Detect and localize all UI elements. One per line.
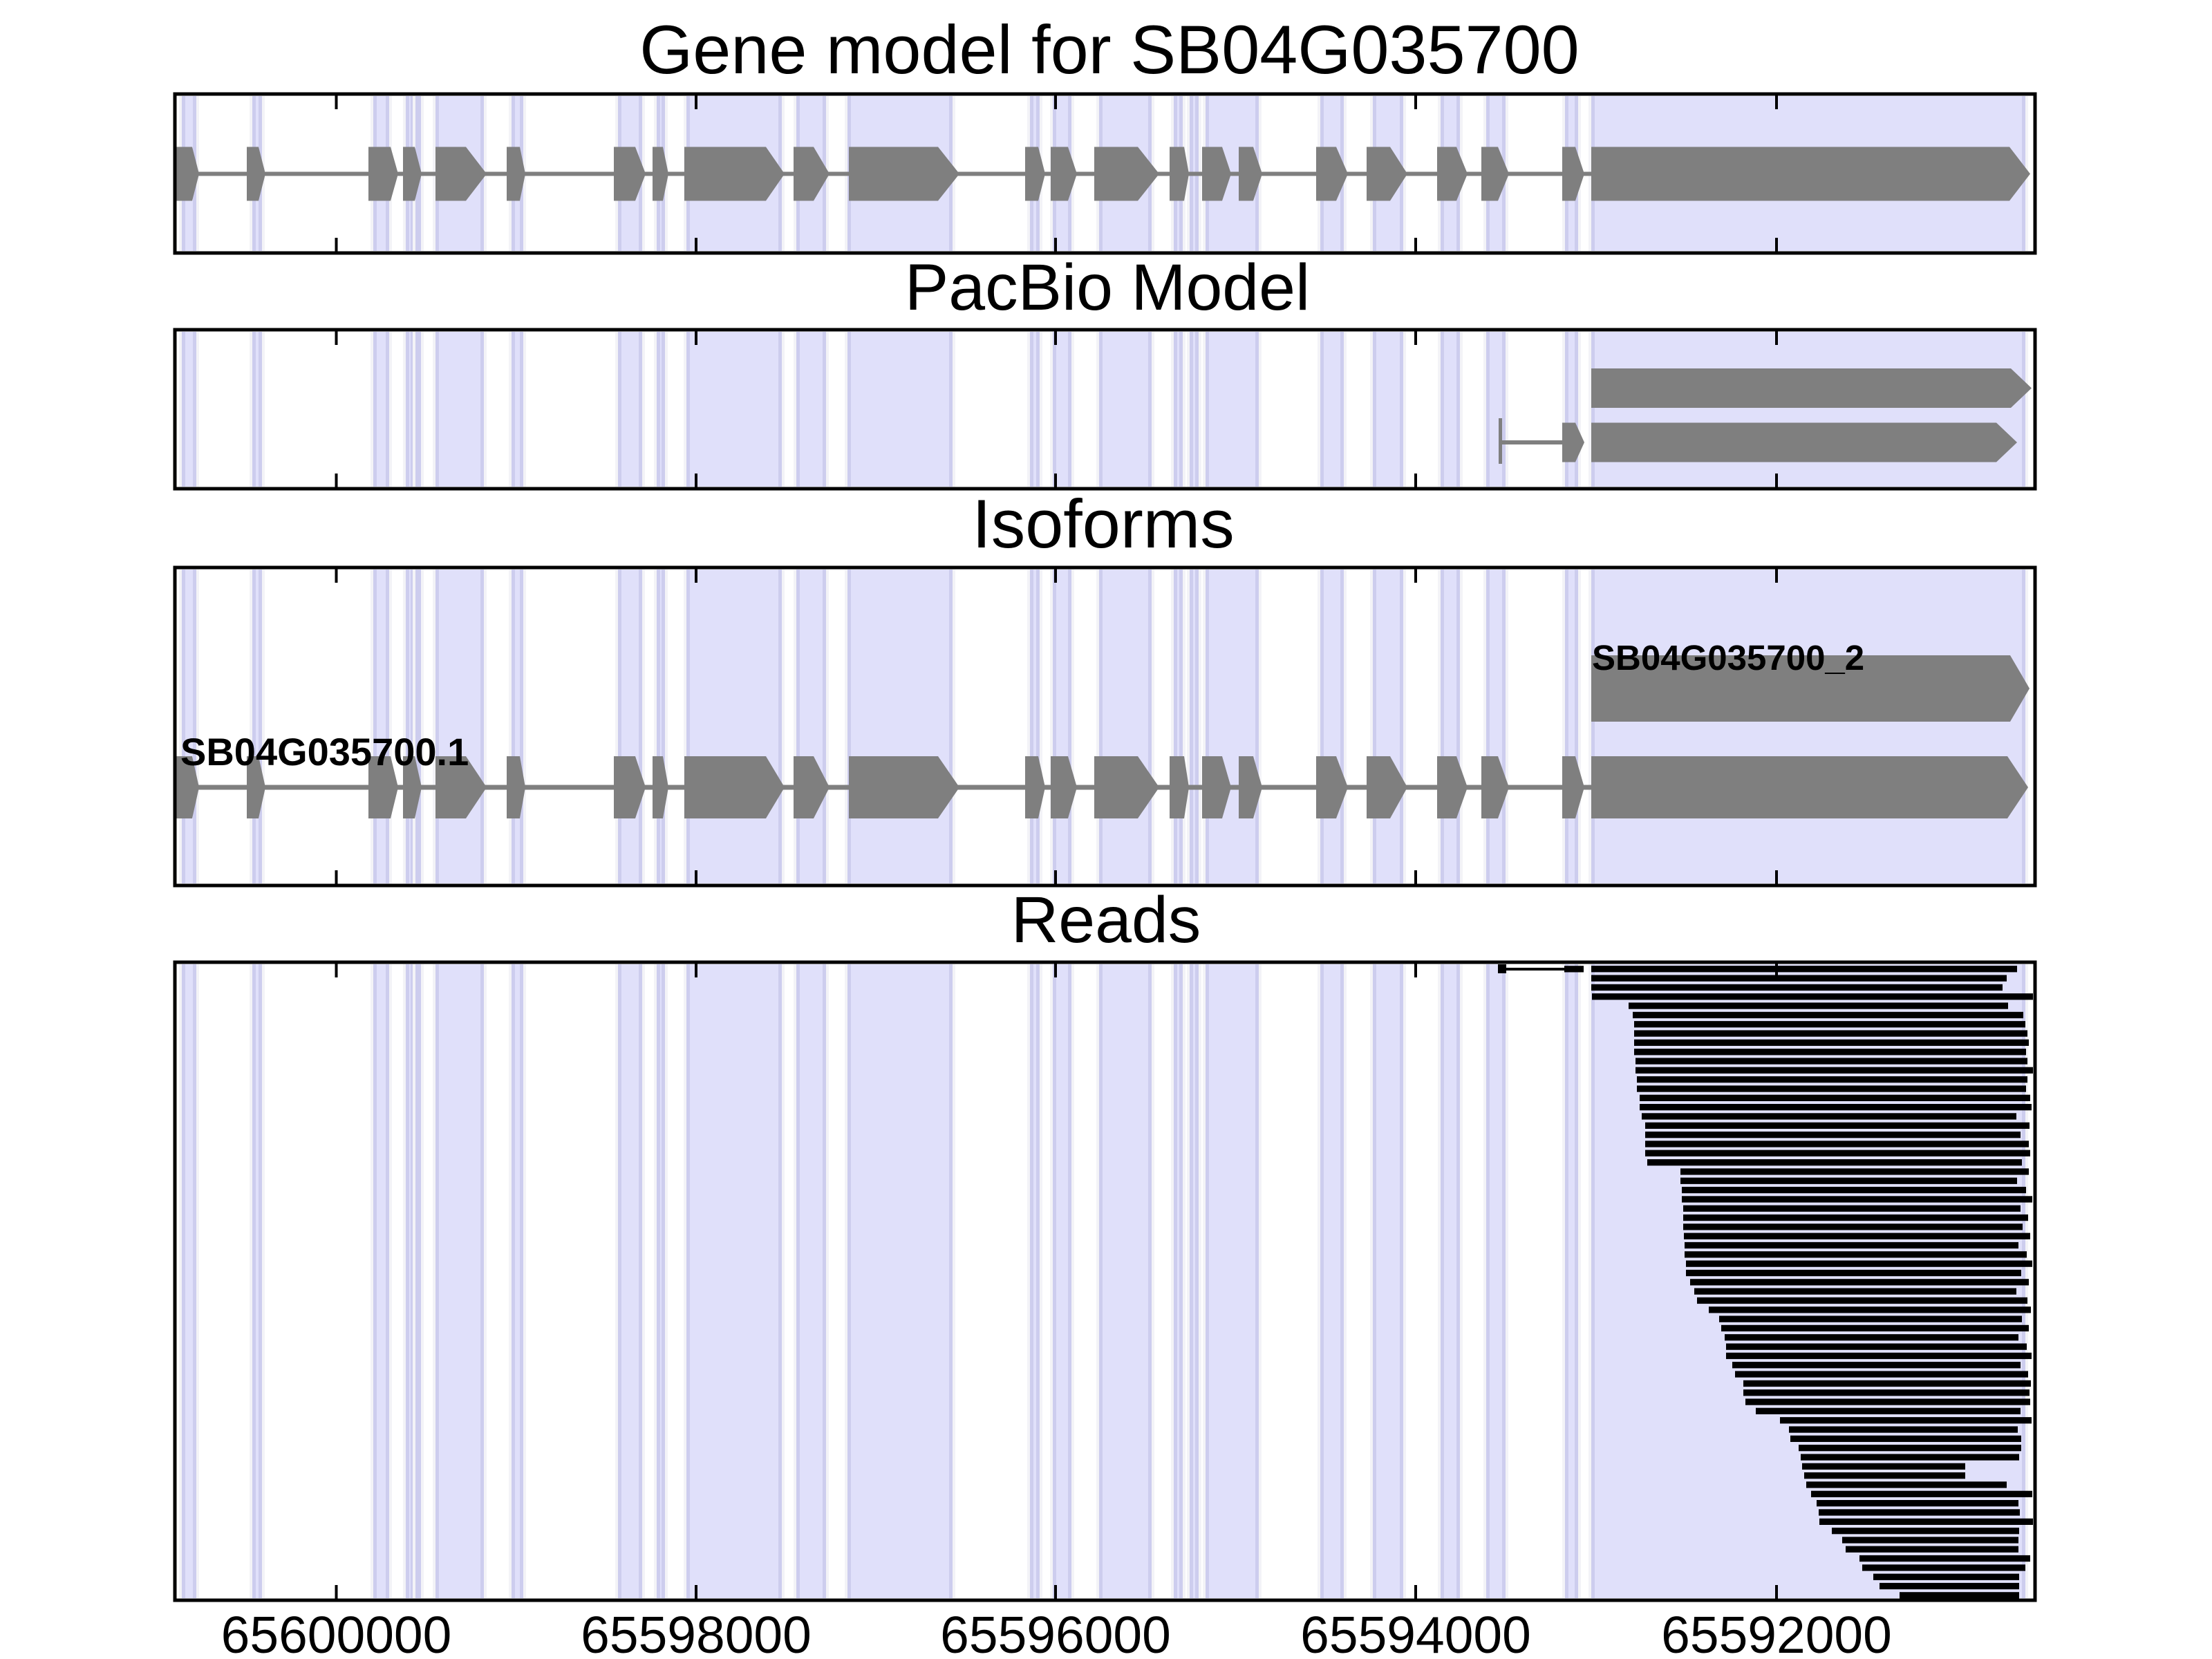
svg-text:65600000: 65600000 <box>221 1606 452 1659</box>
svg-text:PacBio Model: PacBio Model <box>905 251 1310 324</box>
svg-text:SB04G035700_2: SB04G035700_2 <box>1592 638 1864 677</box>
svg-text:SB04G035700.1: SB04G035700.1 <box>180 730 469 774</box>
svg-text:65592000: 65592000 <box>1661 1606 1892 1659</box>
svg-text:65594000: 65594000 <box>1300 1606 1531 1659</box>
svg-text:65596000: 65596000 <box>940 1606 1171 1659</box>
svg-text:Gene model for SB04G035700: Gene model for SB04G035700 <box>639 11 1579 88</box>
svg-text:Isoforms: Isoforms <box>972 485 1235 562</box>
svg-text:65598000: 65598000 <box>581 1606 812 1659</box>
svg-text:Reads: Reads <box>1011 883 1201 957</box>
